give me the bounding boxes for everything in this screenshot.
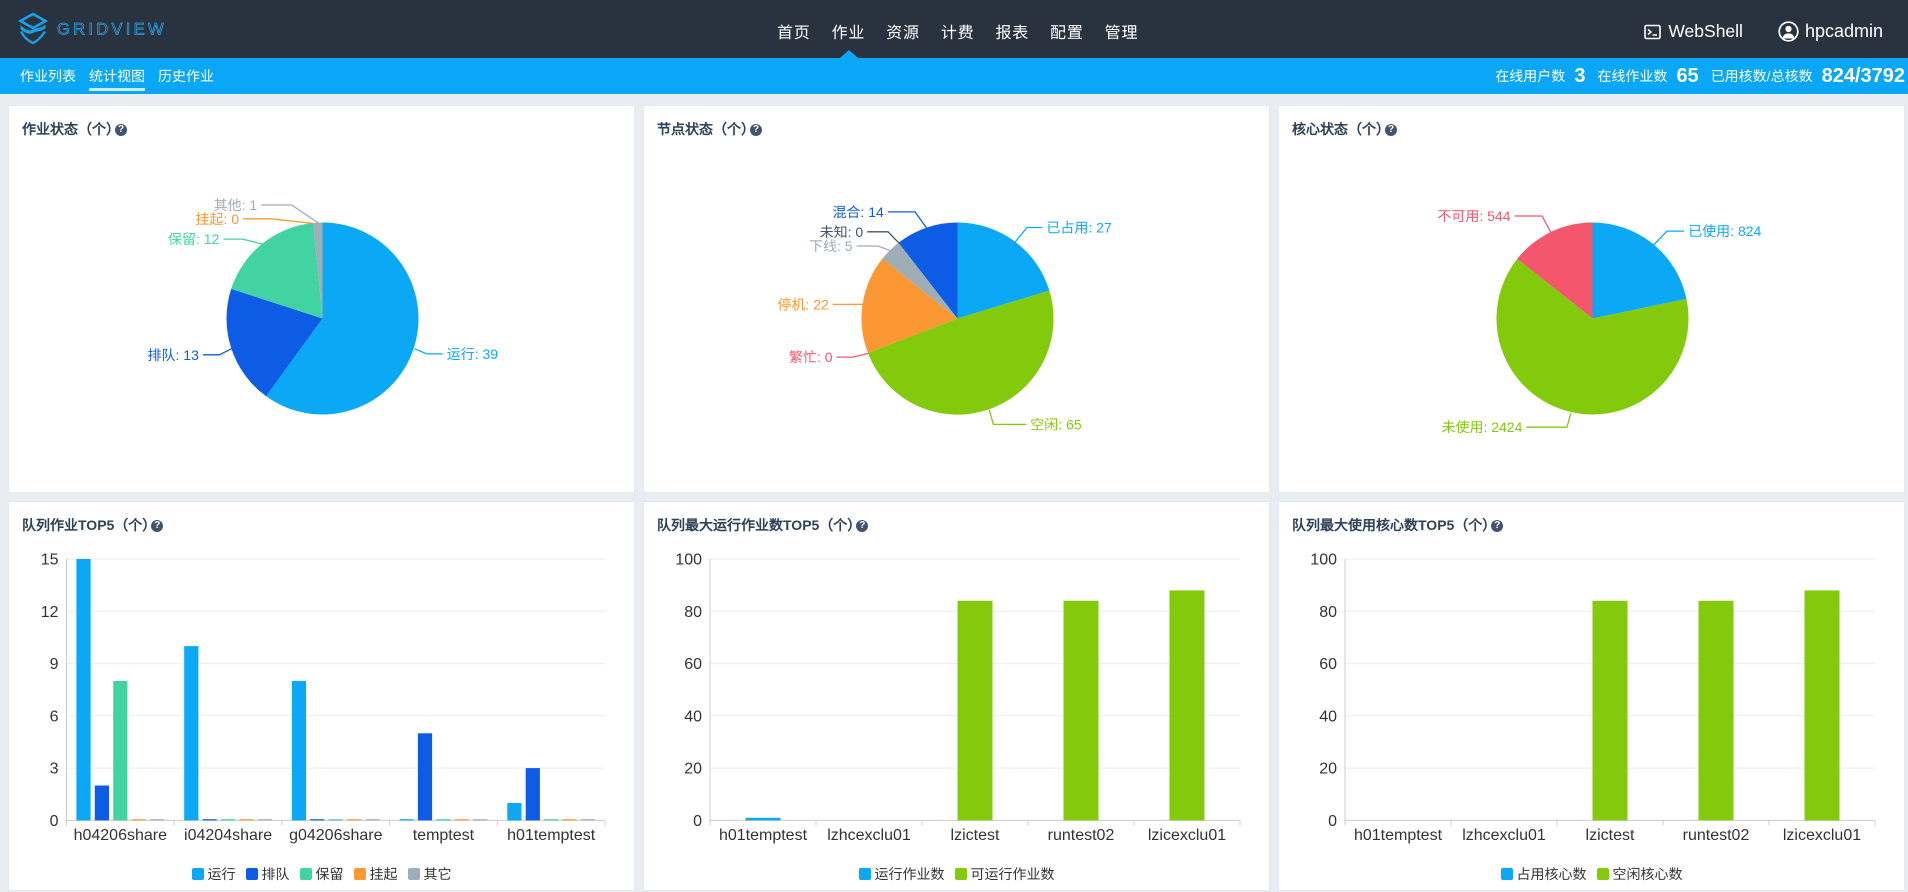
svg-text:空闲: 65: 空闲: 65 (1030, 416, 1082, 432)
svg-text:40: 40 (684, 708, 702, 725)
svg-text:0: 0 (50, 813, 59, 830)
svg-text:不可用: 544: 不可用: 544 (1437, 208, 1510, 224)
svg-text:80: 80 (684, 604, 702, 621)
svg-text:其他: 1: 其他: 1 (214, 197, 258, 213)
svg-text:0: 0 (1328, 813, 1337, 830)
svg-text:g04206share: g04206share (289, 827, 383, 844)
svg-text:runtest02: runtest02 (1048, 827, 1115, 844)
svg-text:运行: 39: 运行: 39 (447, 346, 499, 362)
svg-text:未使用: 2424: 未使用: 2424 (1441, 419, 1522, 435)
svg-text:100: 100 (675, 552, 702, 569)
svg-text:i04204share: i04204share (184, 827, 272, 844)
svg-text:h04206share: h04206share (74, 827, 168, 844)
svg-text:12: 12 (41, 604, 59, 621)
svg-text:下线: 5: 下线: 5 (809, 238, 853, 254)
svg-text:h01temptest: h01temptest (507, 827, 596, 844)
svg-text:temptest: temptest (413, 827, 475, 844)
svg-text:0: 0 (693, 813, 702, 830)
svg-text:h01temptest: h01temptest (1354, 827, 1443, 844)
svg-text:6: 6 (50, 708, 59, 725)
svg-text:15: 15 (41, 552, 59, 569)
svg-text:保留: 12: 保留: 12 (168, 231, 220, 247)
svg-text:9: 9 (50, 656, 59, 673)
svg-text:lzicexclu01: lzicexclu01 (1148, 827, 1226, 844)
svg-text:lzhcexclu01: lzhcexclu01 (1462, 827, 1546, 844)
svg-text:lzictest: lzictest (1586, 827, 1635, 844)
svg-text:60: 60 (1319, 656, 1337, 673)
svg-text:20: 20 (684, 761, 702, 778)
svg-text:60: 60 (684, 656, 702, 673)
svg-text:已使用: 824: 已使用: 824 (1688, 223, 1761, 239)
svg-text:3: 3 (50, 761, 59, 778)
svg-text:混合: 14: 混合: 14 (832, 204, 884, 220)
svg-text:40: 40 (1319, 708, 1337, 725)
svg-text:80: 80 (1319, 604, 1337, 621)
svg-text:已占用: 27: 已占用: 27 (1046, 220, 1112, 236)
svg-text:未知: 0: 未知: 0 (820, 224, 864, 240)
svg-text:挂起: 0: 挂起: 0 (195, 211, 239, 227)
svg-text:runtest02: runtest02 (1683, 827, 1750, 844)
svg-text:20: 20 (1319, 761, 1337, 778)
svg-text:排队: 13: 排队: 13 (148, 347, 200, 363)
svg-text:繁忙: 0: 繁忙: 0 (789, 349, 833, 365)
svg-text:GRIDVIEW: GRIDVIEW (57, 21, 167, 39)
svg-text:lzhcexclu01: lzhcexclu01 (827, 827, 911, 844)
svg-text:lzictest: lzictest (951, 827, 1000, 844)
svg-text:lzicexclu01: lzicexclu01 (1783, 827, 1861, 844)
svg-text:100: 100 (1310, 552, 1337, 569)
svg-text:停机: 22: 停机: 22 (777, 296, 829, 312)
svg-text:h01temptest: h01temptest (719, 827, 808, 844)
